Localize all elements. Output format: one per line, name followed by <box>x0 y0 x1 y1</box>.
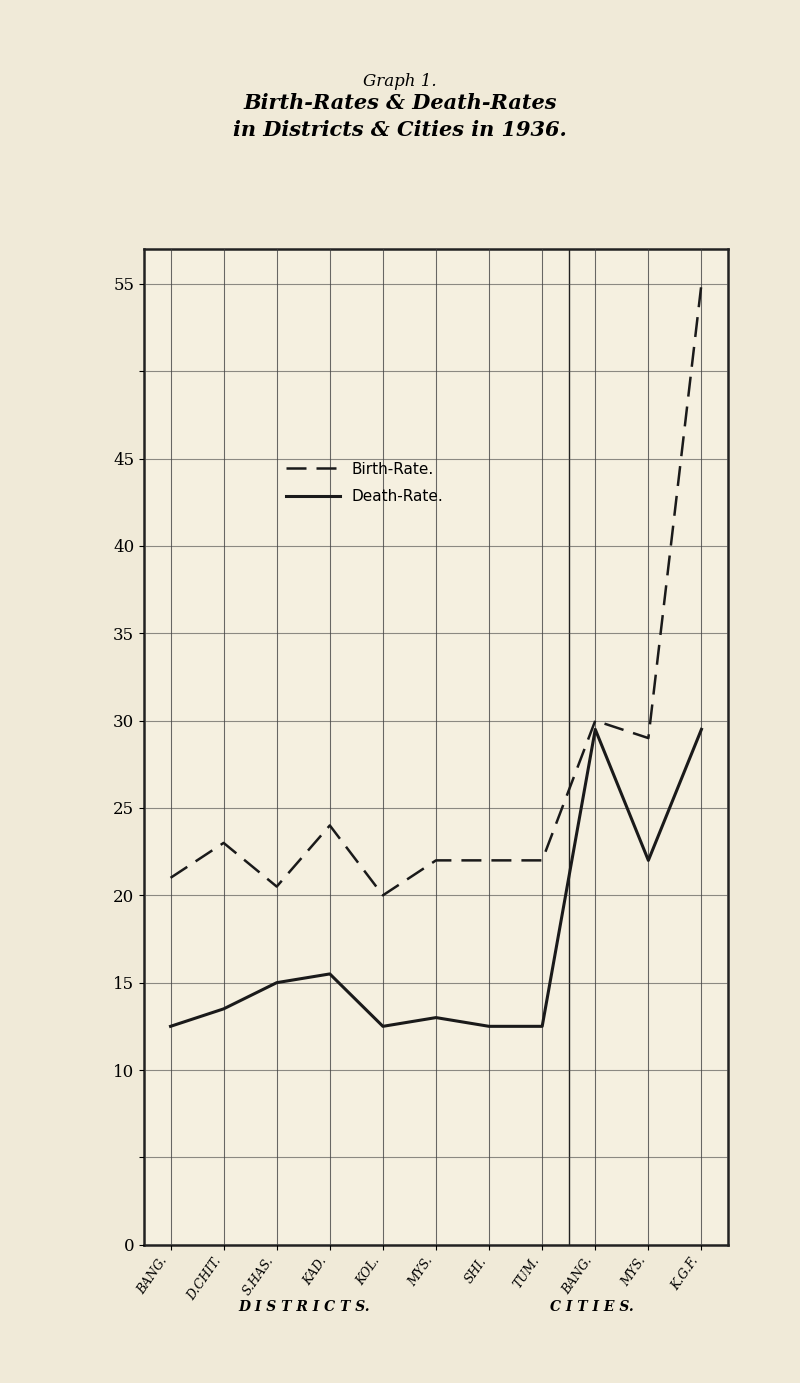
Text: in Districts & Cities in 1936.: in Districts & Cities in 1936. <box>233 120 567 140</box>
Text: C I T I E S.: C I T I E S. <box>550 1300 634 1314</box>
Legend: Birth-Rate., Death-Rate.: Birth-Rate., Death-Rate. <box>280 456 450 510</box>
Text: Graph 1.: Graph 1. <box>363 73 437 90</box>
Text: D I S T R I C T S.: D I S T R I C T S. <box>238 1300 370 1314</box>
Text: Birth-Rates & Death-Rates: Birth-Rates & Death-Rates <box>243 94 557 113</box>
